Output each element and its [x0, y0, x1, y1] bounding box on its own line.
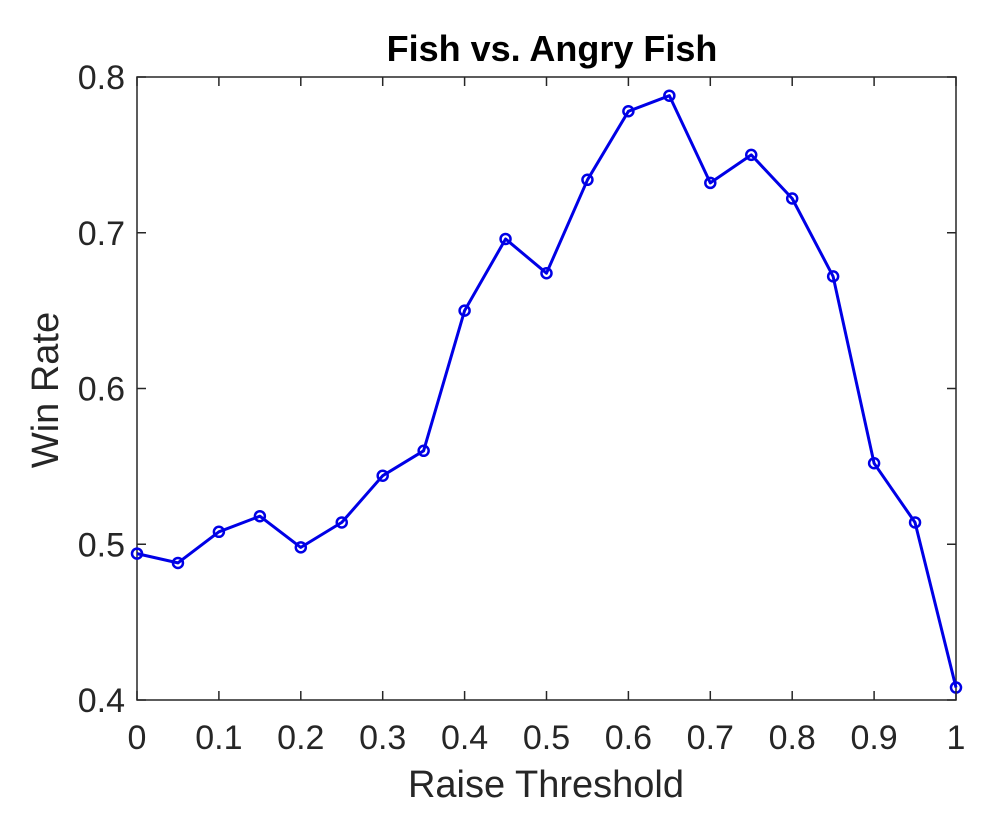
y-tick-label: 0.8 — [78, 59, 125, 97]
y-axis-title: Win Rate — [25, 312, 67, 468]
x-tick-label: 0 — [128, 719, 147, 757]
data-point — [499, 232, 512, 246]
x-tick-label: 0.3 — [359, 719, 406, 757]
axes-box — [136, 76, 957, 701]
data-point — [540, 266, 553, 280]
y-tick-label: 0.7 — [78, 215, 125, 253]
data-point — [908, 516, 922, 529]
y-tick-label: 0.6 — [78, 371, 125, 409]
data-point — [663, 89, 676, 102]
series-line — [136, 94, 958, 688]
data-point — [171, 556, 185, 570]
x-tick-label: 0.6 — [605, 719, 652, 757]
data-point — [417, 444, 430, 458]
data-point — [335, 516, 348, 529]
data-point — [785, 192, 799, 205]
data-point — [867, 457, 881, 470]
x-tick-label: 0.1 — [195, 719, 242, 757]
y-tick-label: 0.4 — [78, 682, 125, 720]
x-tick-label: 0.7 — [687, 719, 734, 757]
x-tick-label: 0.5 — [523, 719, 570, 757]
data-point — [294, 541, 308, 554]
data-point — [581, 173, 594, 187]
tick-layer: 0 0.1 0.2 0.3 0.4 0.5 0.6 0.7 0.8 0.9 1 0.4 0.5 0.6 0.… — [78, 59, 966, 757]
data-point — [745, 148, 758, 162]
data-point — [704, 176, 717, 190]
data-point — [826, 270, 840, 283]
chart-title: Fish vs. Angry Fish — [387, 28, 718, 69]
x-tick-label: 0.9 — [850, 719, 897, 757]
data-point — [376, 469, 389, 482]
data-point — [622, 105, 635, 118]
x-tick-label: 1 — [947, 719, 966, 757]
data-point — [253, 509, 267, 523]
x-tick-label: 0.8 — [769, 719, 816, 757]
y-tick-label: 0.5 — [78, 526, 125, 564]
data-point — [130, 547, 144, 560]
x-tick-label: 0.2 — [277, 719, 324, 757]
x-tick-label: 0.4 — [441, 719, 488, 757]
series-layer — [130, 89, 963, 694]
plot-area — [136, 76, 957, 701]
x-axis-title: Raise Threshold — [408, 764, 684, 806]
data-point — [458, 304, 471, 317]
data-point — [212, 525, 226, 539]
